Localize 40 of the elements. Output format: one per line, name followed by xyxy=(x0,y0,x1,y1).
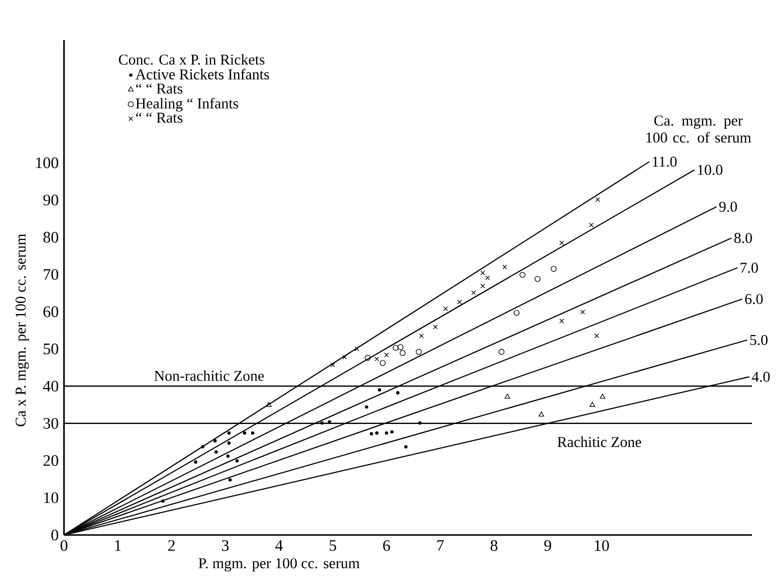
y-tick-label: 50 xyxy=(44,344,58,354)
ref-line-label: Rachitic Zone xyxy=(558,436,642,448)
legend-title: Conc. Ca x P. in Rickets xyxy=(118,54,264,65)
x-tick-label: 9 xyxy=(544,540,552,551)
ref-line-label: Non-rachitic Zone xyxy=(154,370,264,381)
x-tick-label: 7 xyxy=(437,540,444,551)
x-axis-title: P. mgm. per 100 cc. serum xyxy=(198,558,360,572)
y-tick-label: 30 xyxy=(44,418,58,429)
series-label: 5.0 xyxy=(750,334,768,346)
legend-label: “ “ Rats xyxy=(136,84,182,94)
x-tick-label: 0 xyxy=(60,540,68,551)
x-tick-label: 3 xyxy=(222,540,229,551)
series-label: 11.0 xyxy=(652,156,677,167)
x-tick-label: 2 xyxy=(168,540,175,551)
series-label: 6.0 xyxy=(745,294,763,304)
annotation: Ca. mgm. per 100 cc. of serum xyxy=(646,116,752,143)
legend-label: Healing “ Infants xyxy=(136,98,238,112)
y-tick-label: 90 xyxy=(43,194,58,206)
series-label: 10.0 xyxy=(698,164,722,175)
x-tick-label: 10 xyxy=(594,540,609,551)
series-label: 7.0 xyxy=(740,262,758,273)
y-tick-label: 0 xyxy=(51,530,58,540)
x-tick-label: 1 xyxy=(115,540,121,551)
y-tick-label: 60 xyxy=(43,306,58,318)
legend-label: “ “ Rats xyxy=(136,112,182,123)
x-tick-label: 4 xyxy=(275,540,283,551)
y-tick-label: 70 xyxy=(44,269,58,280)
x-tick-label: 6 xyxy=(383,540,390,551)
y-tick-label: 40 xyxy=(43,380,58,392)
y-axis-title: Ca x P. mgm. per 100 cc. serum xyxy=(16,234,29,426)
series-label: 9.0 xyxy=(719,202,737,212)
legend-label: Active Rickets Infants xyxy=(136,68,269,80)
y-tick-label: 80 xyxy=(43,232,58,243)
y-tick-label: 20 xyxy=(44,455,58,466)
x-tick-label: 8 xyxy=(490,540,498,551)
y-tick-label: 10 xyxy=(44,492,58,504)
y-tick-label: 100 xyxy=(36,157,58,168)
x-tick-label: 5 xyxy=(330,540,336,551)
series-label: 8.0 xyxy=(734,232,752,244)
series-label: 4.0 xyxy=(752,372,770,382)
